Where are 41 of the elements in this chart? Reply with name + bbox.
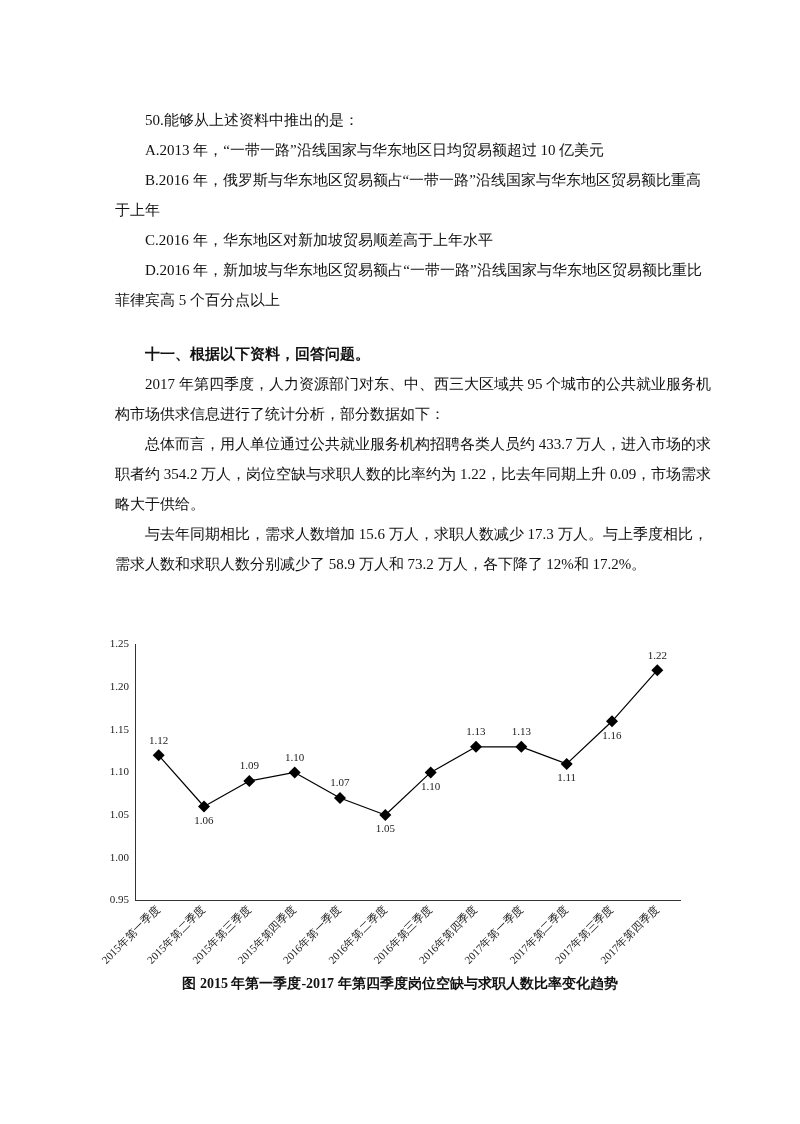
y-tick-label: 0.95 xyxy=(109,893,130,906)
text: A.2013 年，“一带一路”沿线国家与华东地区日均贸易额超过 10 亿美元 xyxy=(144,141,606,160)
point xyxy=(198,800,210,813)
data-label: 1.09 xyxy=(239,759,260,772)
data-label: 1.13 xyxy=(466,725,487,738)
point xyxy=(515,740,528,753)
point xyxy=(651,664,664,677)
y-tick-label: 1.15 xyxy=(109,722,130,735)
data-label: 1.05 xyxy=(375,822,396,835)
text: 50.能够从上述资料中推出的是： xyxy=(144,111,360,130)
data-label: 1.12 xyxy=(149,733,169,746)
data-label: 1.16 xyxy=(602,728,623,741)
text: 2017 年第四季度，人力资源部门对东、中、西三大区域共 95 个城市的公共就业服务机构市场供求信息进行了统计分析，部分数据如下： xyxy=(115,375,713,424)
point xyxy=(152,749,165,762)
y-tick-label: 1.10 xyxy=(109,765,130,778)
data-label: 1.13 xyxy=(511,725,532,738)
data-label: 1.22 xyxy=(647,648,667,661)
text: 总体而言，用人单位通过公共就业服务机构招聘各类人员约 433.7 万人，进入市场的求职者约 354.2 万人，岗位空缺与求职人数的比率约为 1.22，比去年同期上升 0.09，市场需求略大于供给。 xyxy=(115,435,713,514)
data-label: 1.06 xyxy=(194,813,215,826)
y-tick-label: 1.00 xyxy=(109,850,130,863)
point xyxy=(424,766,437,779)
point xyxy=(288,766,301,779)
point xyxy=(243,774,256,787)
data-label: 1.10 xyxy=(285,750,305,763)
point xyxy=(470,740,482,753)
point xyxy=(334,791,346,804)
text: 与去年同期相比，需求人数增加 15.6 万人，求职人数减少 17.3 万人。与上季度相比，需求人数和求职人数分别减少了 58.9 万人和 73.2 万人，各下降了 12%和 17.2%。 xyxy=(115,525,709,574)
point xyxy=(560,757,573,770)
y-tick-label: 1.25 xyxy=(109,637,130,650)
point xyxy=(379,809,392,822)
text: D.2016 年，新加坡与华东地区贸易额占“一带一路”沿线国家与华东地区贸易额比重比菲律宾高 5 个百分点以上 xyxy=(115,261,703,310)
text: B.2016 年，俄罗斯与华东地区贸易额占“一带一路”沿线国家与华东地区贸易额比重高于上年 xyxy=(115,171,702,220)
text: 十一、根据以下资料，回答问题。 xyxy=(144,345,371,364)
data-label: 1.10 xyxy=(421,779,441,792)
point xyxy=(606,715,618,728)
y-tick-label: 1.20 xyxy=(109,680,130,693)
data-label: 1.07 xyxy=(330,776,351,789)
text: C.2016 年，华东地区对新加坡贸易顺差高于上年水平 xyxy=(144,231,494,250)
y-tick-label: 1.05 xyxy=(109,807,130,820)
text: 图 2015 年第一季度-2017 年第四季度岗位空缺与求职人数比率变化趋势 xyxy=(181,975,619,993)
data-label: 1.11 xyxy=(557,771,577,784)
